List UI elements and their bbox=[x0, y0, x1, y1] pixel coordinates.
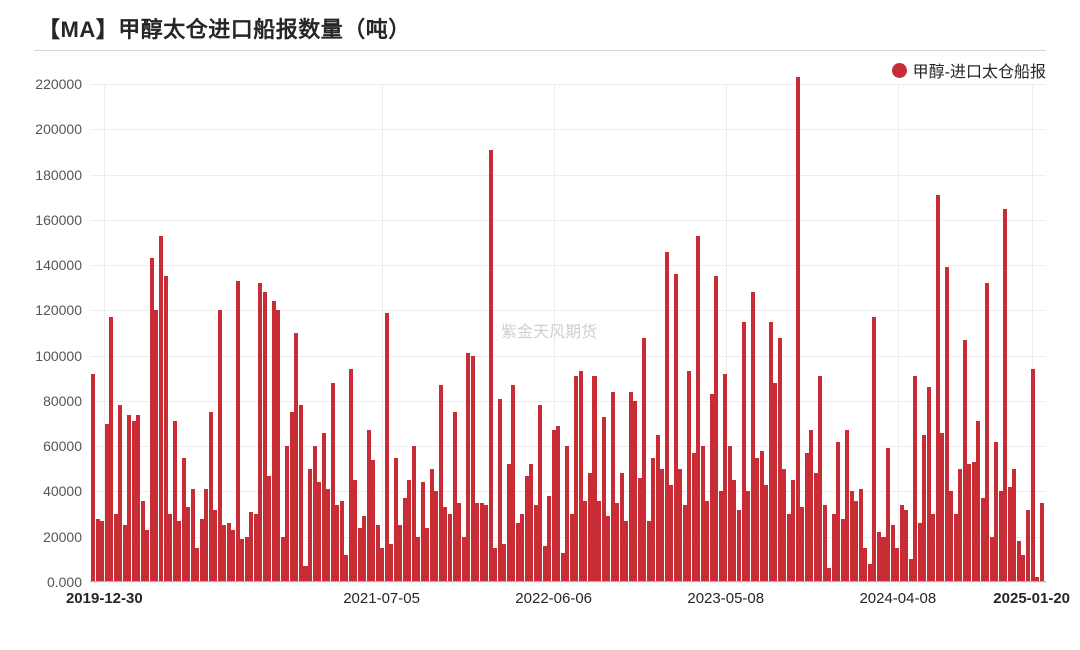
legend-dot-icon bbox=[892, 63, 907, 78]
chart-title: 【MA】甲醇太仓进口船报数量（吨） bbox=[38, 12, 411, 44]
x-tick-label: 2024-04-08 bbox=[859, 582, 936, 607]
y-tick-label: 60000 bbox=[43, 438, 90, 454]
y-tick-label: 140000 bbox=[35, 257, 90, 273]
title-underline bbox=[34, 50, 1046, 51]
y-tick-label: 180000 bbox=[35, 167, 90, 183]
x-axis-ticks: 2019-12-302021-07-052022-06-062023-05-08… bbox=[90, 84, 1046, 582]
y-tick-label: 220000 bbox=[35, 76, 90, 92]
y-tick-label: 120000 bbox=[35, 302, 90, 318]
x-tick-label: 2023-05-08 bbox=[687, 582, 764, 607]
x-tick-label: 2022-06-06 bbox=[515, 582, 592, 607]
plot-area: 0.00020000400006000080000100000120000140… bbox=[90, 84, 1046, 582]
y-tick-label: 100000 bbox=[35, 348, 90, 364]
y-tick-label: 20000 bbox=[43, 529, 90, 545]
y-tick-label: 40000 bbox=[43, 483, 90, 499]
chart-container: 【MA】甲醇太仓进口船报数量（吨） 甲醇-进口太仓船报 0.0002000040… bbox=[0, 0, 1080, 650]
y-tick-label: 160000 bbox=[35, 212, 90, 228]
y-tick-label: 80000 bbox=[43, 393, 90, 409]
legend-label: 甲醇-进口太仓船报 bbox=[913, 58, 1046, 82]
x-tick-label: 2019-12-30 bbox=[66, 582, 143, 607]
legend: 甲醇-进口太仓船报 bbox=[892, 58, 1046, 82]
y-tick-label: 200000 bbox=[35, 121, 90, 137]
x-tick-label: 2025-01-20 bbox=[993, 582, 1070, 607]
x-tick-label: 2021-07-05 bbox=[343, 582, 420, 607]
